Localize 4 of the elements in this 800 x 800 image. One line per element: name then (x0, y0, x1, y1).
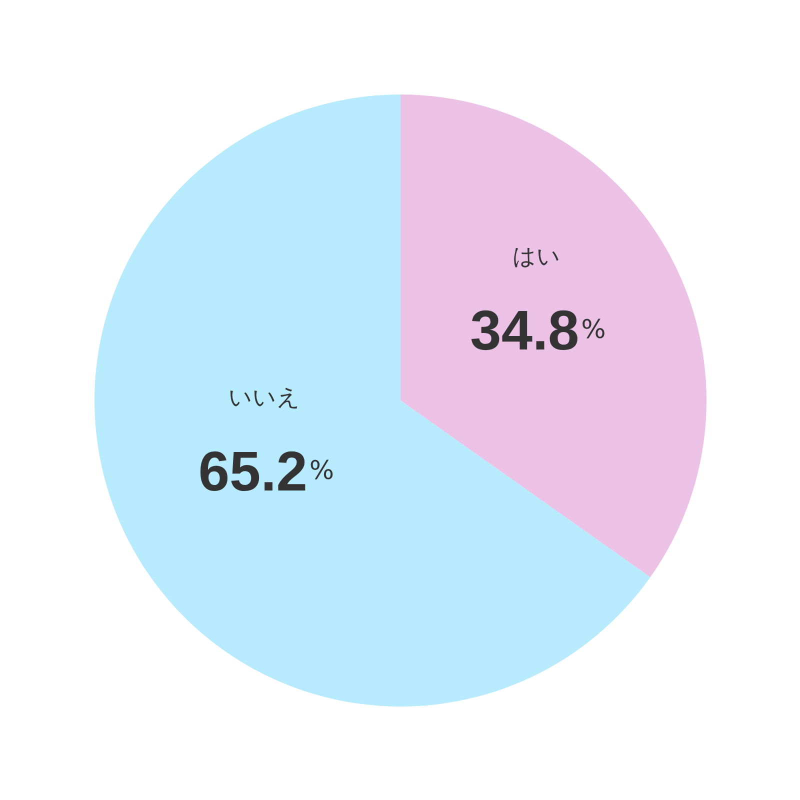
data-label: 65.2% (198, 439, 334, 502)
slice-label: いいえ (228, 384, 301, 411)
data-label: 34.8% (470, 298, 606, 362)
slice-label: はい (512, 244, 560, 270)
